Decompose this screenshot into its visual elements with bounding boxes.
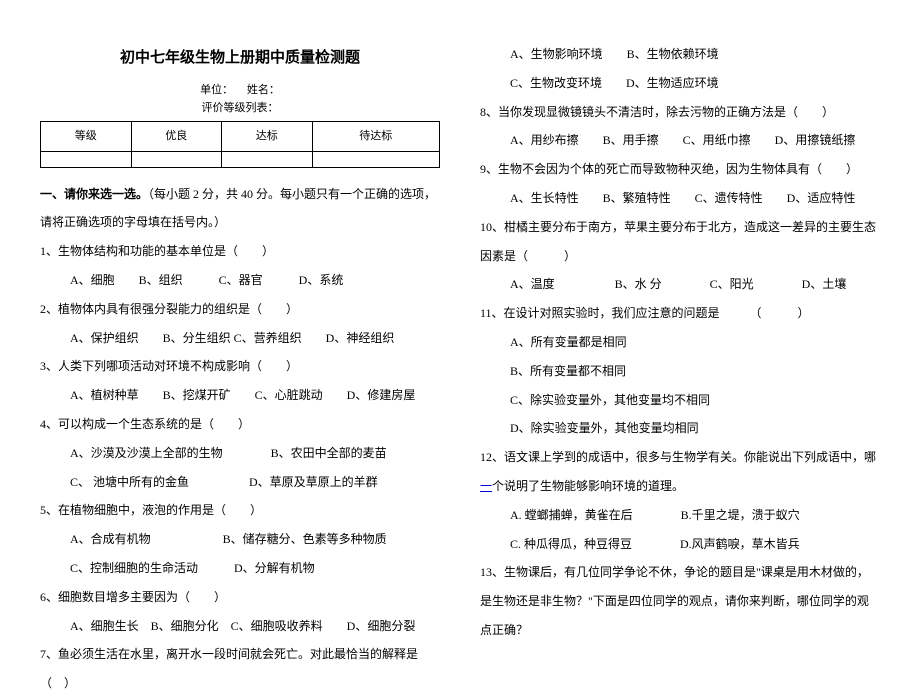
grade-header-good: 优良	[131, 122, 222, 151]
q5-stem: 5、在植物细胞中，液泡的作用是（ ）	[40, 496, 440, 525]
q12-opts-1: A. 螳螂捕蝉，黄雀在后 B.千里之堤，溃于蚁穴	[480, 501, 880, 530]
q11-a: A、所有变量都是相同	[480, 328, 880, 357]
name-label: 姓名：	[247, 84, 280, 96]
grade-header-level: 等级	[41, 122, 132, 151]
q10-stem: 10、柑橘主要分布于南方，苹果主要分布于北方，造成这一差异的主要生态因素是（ ）	[480, 213, 880, 271]
q10-opts: A、温度 B、水 分 C、阳光 D、土壤	[480, 270, 880, 299]
q11-stem: 11、在设计对照实验时，我们应注意的问题是 （ ）	[480, 299, 880, 328]
q7-opts-1: A、生物影响环境 B、生物依赖环境	[480, 40, 880, 69]
unit-label: 单位：	[200, 84, 233, 96]
q11-b: B、所有变量都不相同	[480, 357, 880, 386]
q5-opts-1: A、合成有机物 B、储存糖分、色素等多种物质	[40, 525, 440, 554]
table-caption: 评价等级列表：	[40, 100, 440, 118]
q2-stem: 2、植物体内具有很强分裂能力的组织是（ ）	[40, 295, 440, 324]
q4-opts-2: C、 池塘中所有的金鱼 D、草原及草原上的羊群	[40, 468, 440, 497]
grade-cell	[222, 151, 313, 167]
q12-stem-pre: 12、语文课上学到的成语中，很多与生物学有关。你能说出下列成语中，哪	[480, 450, 876, 464]
section-head-prefix: 一、请你来选一选。	[40, 187, 148, 201]
q12-stem-post: 个说明了生物能够影响环境的道理。	[492, 479, 684, 493]
q13-stem: 13、生物课后，有几位同学争论不休，争论的题目是"课桌是用木材做的，是生物还是非…	[480, 558, 880, 644]
grade-cell	[131, 151, 222, 167]
q4-stem: 4、可以构成一个生态系统的是（ ）	[40, 410, 440, 439]
q6-opts: A、细胞生长 B、细胞分化 C、细胞吸收养料 D、细胞分裂	[40, 612, 440, 641]
right-column: A、生物影响环境 B、生物依赖环境 C、生物改变环境 D、生物适应环境 8、当你…	[480, 40, 880, 617]
q2-opts: A、保护组织 B、分生组织 C、营养组织 D、神经组织	[40, 324, 440, 353]
q1-opts: A、细胞 B、组织 C、器官 D、系统	[40, 266, 440, 295]
q8-stem: 8、当你发现显微镜镜头不清洁时，除去污物的正确方法是（ ）	[480, 98, 880, 127]
q3-stem: 3、人类下列哪项活动对环境不构成影响（ ）	[40, 352, 440, 381]
q12-stem: 12、语文课上学到的成语中，很多与生物学有关。你能说出下列成语中，哪一个说明了生…	[480, 443, 880, 501]
q8-opts: A、用纱布擦 B、用手擦 C、用纸巾擦 D、用擦镜纸擦	[480, 126, 880, 155]
q5-opts-2: C、控制细胞的生命活动 D、分解有机物	[40, 554, 440, 583]
q4-opts-1: A、沙漠及沙漠上全部的生物 B、农田中全部的麦苗	[40, 439, 440, 468]
q9-stem: 9、生物不会因为个体的死亡而导致物种灭绝，因为生物体具有（ ）	[480, 155, 880, 184]
student-info: 单位： 姓名：	[40, 82, 440, 100]
q11-c: C、除实验变量外，其他变量均不相同	[480, 386, 880, 415]
grade-cell	[41, 151, 132, 167]
q7-opts-2: C、生物改变环境 D、生物适应环境	[480, 69, 880, 98]
q12-opts-2: C. 种瓜得瓜，种豆得豆 D.风声鹤唳，草木皆兵	[480, 530, 880, 559]
grade-header-pending: 待达标	[312, 122, 439, 151]
q6-stem: 6、细胞数目增多主要因为（ ）	[40, 583, 440, 612]
exam-title: 初中七年级生物上册期中质量检测题	[40, 40, 440, 76]
grade-header-pass: 达标	[222, 122, 313, 151]
q1-stem: 1、生物体结构和功能的基本单位是（ ）	[40, 237, 440, 266]
section-1-head: 一、请你来选一选。（每小题 2 分，共 40 分。每小题只有一个正确的选项，请将…	[40, 180, 440, 238]
q12-link[interactable]: 一	[480, 479, 492, 493]
grade-cell	[312, 151, 439, 167]
left-column: 初中七年级生物上册期中质量检测题 单位： 姓名： 评价等级列表： 等级 优良 达…	[40, 40, 440, 617]
q7-stem: 7、鱼必须生活在水里，离开水一段时间就会死亡。对此最恰当的解释是（ ）	[40, 640, 440, 698]
q3-opts: A、植树种草 B、挖煤开矿 C、心脏跳动 D、修建房屋	[40, 381, 440, 410]
q11-d: D、除实验变量外，其他变量均相同	[480, 414, 880, 443]
grade-table: 等级 优良 达标 待达标	[40, 121, 440, 167]
q9-opts: A、生长特性 B、繁殖特性 C、遗传特性 D、适应特性	[480, 184, 880, 213]
